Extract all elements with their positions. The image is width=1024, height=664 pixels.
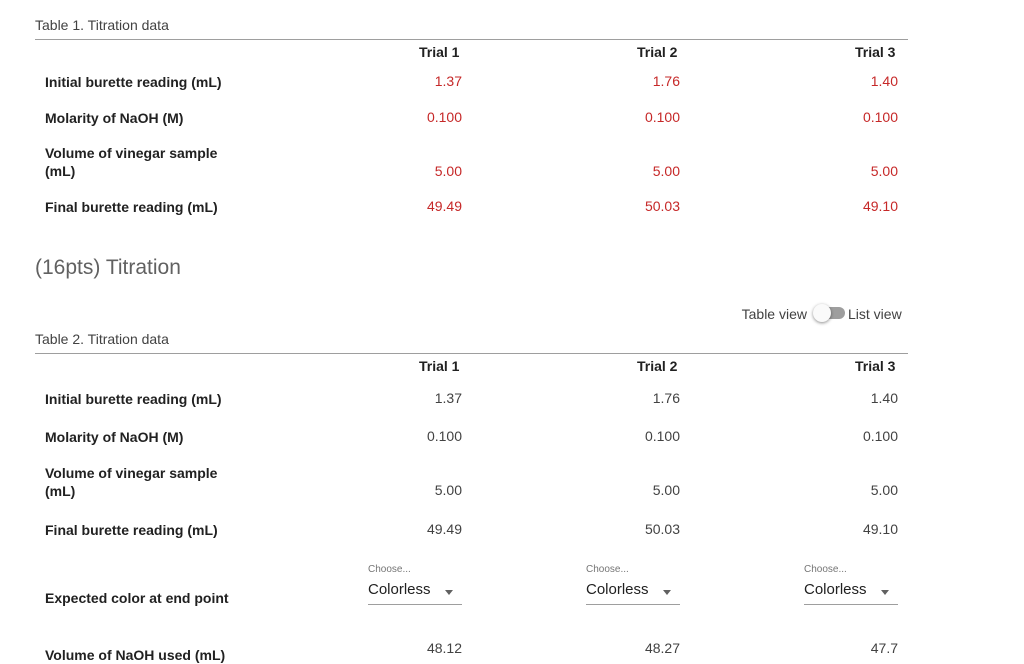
table1-molarity-trial2: 0.100	[644, 109, 680, 125]
table2-caption: Table 2. Titration data	[35, 331, 169, 347]
table1-final-trial1: 49.49	[426, 198, 462, 214]
table-view-label[interactable]: Table view	[741, 306, 807, 322]
color-select-trial2-hint: Choose...	[586, 564, 629, 575]
table2-row-initial-label: Initial burette reading (mL)	[45, 391, 222, 407]
table2-col-trial3: Trial 3	[855, 358, 896, 374]
view-toggle-switch[interactable]	[813, 303, 847, 323]
table2-row-color-label: Expected color at end point	[45, 590, 229, 606]
caret-down-icon	[881, 590, 889, 595]
table1-vinegar-trial3: 5.00	[870, 163, 898, 179]
table1-top-rule	[35, 39, 908, 40]
table2-row-final-label: Final burette reading (mL)	[45, 522, 218, 538]
table2-vinegar-trial1: 5.00	[434, 482, 462, 498]
view-toggle-thumb	[813, 304, 831, 322]
table1-row-vinegar-label: Volume of vinegar sample (mL)	[45, 145, 218, 179]
table2-vinegar-trial2: 5.00	[652, 482, 680, 498]
table1-molarity-trial3: 0.100	[862, 109, 898, 125]
caret-down-icon	[445, 590, 453, 595]
naoh-used-trial1[interactable]: 48.12	[426, 640, 462, 656]
table1-final-trial3: 49.10	[862, 198, 898, 214]
table2-molarity-trial1: 0.100	[426, 428, 462, 444]
table2-initial-trial3: 1.40	[870, 390, 898, 406]
table1-molarity-trial1: 0.100	[426, 109, 462, 125]
table1-caption: Table 1. Titration data	[35, 17, 169, 33]
color-select-trial3-value: Colorless	[804, 581, 867, 598]
color-select-trial3[interactable]: Choose... Colorless	[804, 564, 898, 605]
naoh-used-trial3[interactable]: 47.7	[870, 640, 898, 656]
table2-col-trial1: Trial 1	[419, 358, 460, 374]
table2-initial-trial2: 1.76	[652, 390, 680, 406]
table2-top-rule	[35, 353, 908, 354]
table2-col-trial2: Trial 2	[637, 358, 678, 374]
table1-vinegar-trial1: 5.00	[434, 163, 462, 179]
section-title: (16pts) Titration	[35, 256, 181, 279]
color-select-trial1[interactable]: Choose... Colorless	[368, 564, 462, 605]
table1-final-trial2: 50.03	[644, 198, 680, 214]
naoh-used-trial2[interactable]: 48.27	[644, 640, 680, 656]
table1-row-molarity-label: Molarity of NaOH (M)	[45, 110, 184, 126]
color-select-trial3-hint: Choose...	[804, 564, 847, 575]
table1-col-trial3: Trial 3	[855, 44, 896, 60]
table1-vinegar-trial2: 5.00	[652, 163, 680, 179]
table2-final-trial3: 49.10	[862, 521, 898, 537]
color-select-trial2-value: Colorless	[586, 581, 649, 598]
color-select-trial1-value: Colorless	[368, 581, 431, 598]
table2-final-trial2: 50.03	[644, 521, 680, 537]
table2-final-trial1: 49.49	[426, 521, 462, 537]
color-select-trial1-hint: Choose...	[368, 564, 411, 575]
table1-row-initial-label: Initial burette reading (mL)	[45, 74, 222, 90]
table2-molarity-trial2: 0.100	[644, 428, 680, 444]
table1-initial-trial1: 1.37	[434, 73, 462, 89]
caret-down-icon	[663, 590, 671, 595]
table1-initial-trial2: 1.76	[652, 73, 680, 89]
table2-row-molarity-label: Molarity of NaOH (M)	[45, 429, 184, 445]
table1-initial-trial3: 1.40	[870, 73, 898, 89]
color-select-trial2[interactable]: Choose... Colorless	[586, 564, 680, 605]
table1-col-trial1: Trial 1	[419, 44, 460, 60]
table2-vinegar-trial3: 5.00	[870, 482, 898, 498]
list-view-label[interactable]: List view	[848, 306, 902, 322]
table2-row-vinegar-label: Volume of vinegar sample (mL)	[45, 465, 218, 499]
table2-row-naoh-label: Volume of NaOH used (mL)	[45, 647, 226, 663]
table1-col-trial2: Trial 2	[637, 44, 678, 60]
table1-row-final-label: Final burette reading (mL)	[45, 199, 218, 215]
table2-initial-trial1: 1.37	[434, 390, 462, 406]
table2-molarity-trial3: 0.100	[862, 428, 898, 444]
